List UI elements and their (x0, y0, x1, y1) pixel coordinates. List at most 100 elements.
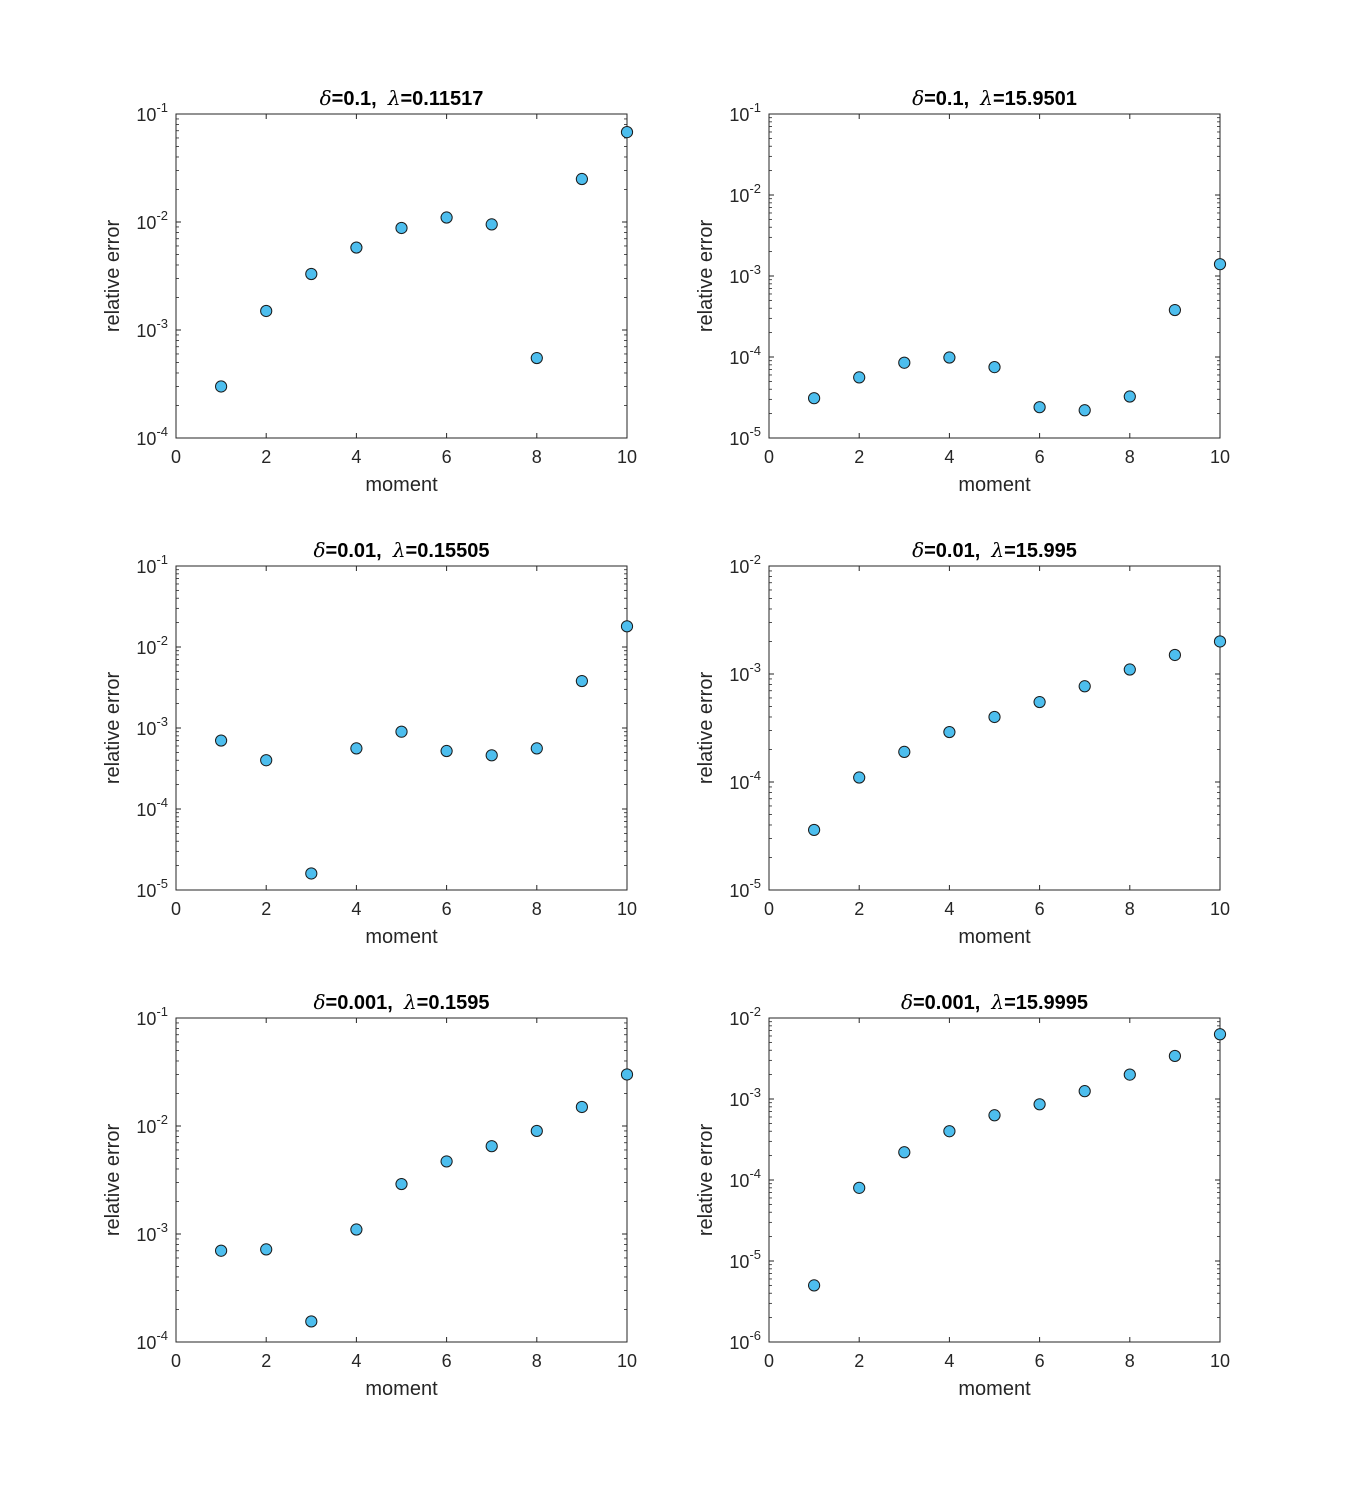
x-tick-label: 2 (854, 899, 864, 919)
chart-title: δ=0.01, λ=0.15505 (314, 538, 490, 562)
plot-area (768, 1017, 1221, 1343)
data-point-1-8 (530, 351, 543, 365)
chart-title: δ=0.001, λ=15.9995 (901, 990, 1088, 1014)
data-point-4-8 (1123, 663, 1136, 676)
x-tick-label: 10 (617, 899, 637, 919)
x-tick-label: 4 (944, 1351, 954, 1371)
subplot-1: 0 2 4 6 8 10 10-4 10-3 10-2 10-1 moment relative er… (102, 86, 637, 496)
y-tick-label: 10-2 (136, 208, 168, 233)
data-point-3-3 (305, 867, 318, 880)
data-point-6-2 (853, 1181, 866, 1194)
data-point-4-1 (808, 823, 821, 837)
y-tick-label: 10-1 (136, 552, 168, 577)
data-point-4-6 (1033, 695, 1046, 709)
y-tick-label: 10-1 (729, 100, 761, 125)
y-axis-label: relative error (102, 672, 124, 785)
data-point-4-2 (853, 771, 866, 784)
data-point-5-5 (395, 1177, 408, 1191)
data-point-2-2 (853, 371, 866, 384)
subplot-4: 0 2 4 6 8 10 10-5 10-4 10-3 10-2 moment relative er… (695, 538, 1230, 948)
x-tick-label: 2 (261, 447, 271, 467)
data-point-6-8 (1123, 1068, 1136, 1081)
data-point-2-4 (943, 351, 956, 364)
chart-title: δ=0.1, λ=0.11517 (320, 86, 484, 110)
y-tick-label: 10-4 (729, 768, 761, 793)
x-tick-label: 6 (1035, 447, 1045, 467)
y-tick-label: 10-3 (729, 1085, 761, 1110)
x-tick-label: 6 (1035, 899, 1045, 919)
data-point-5-6 (440, 1155, 453, 1168)
x-tick-label: 8 (532, 447, 542, 467)
data-point-5-8 (530, 1124, 543, 1138)
y-axis-label: relative error (102, 1124, 124, 1237)
x-tick-label: 6 (442, 899, 452, 919)
x-axis-label: moment (958, 1378, 1031, 1400)
x-tick-label: 10 (1210, 447, 1230, 467)
data-point-2-10 (1213, 258, 1227, 271)
data-point-2-5 (988, 361, 1001, 374)
y-axis-label: relative error (102, 220, 124, 333)
data-point-4-7 (1078, 680, 1091, 693)
data-point-4-3 (898, 745, 911, 758)
subplot-5: 0 2 4 6 8 10 10-4 10-3 10-2 10-1 moment relative er… (102, 990, 637, 1400)
x-tick-label: 4 (351, 899, 361, 919)
data-point-3-10 (620, 620, 634, 633)
x-tick-label: 10 (617, 447, 637, 467)
x-tick-label: 8 (1125, 899, 1135, 919)
data-point-4-9 (1168, 648, 1182, 662)
y-axis-label: relative error (695, 672, 717, 785)
x-tick-label: 0 (764, 1351, 774, 1371)
data-point-1-4 (350, 241, 363, 254)
y-tick-label: 10-5 (729, 424, 761, 449)
x-tick-label: 6 (442, 447, 452, 467)
data-point-6-9 (1168, 1049, 1182, 1063)
x-axis-label: moment (365, 926, 438, 948)
subplot-3: 0 2 4 6 8 10 10-5 10-4 10-3 10-2 10-1 moment relativ… (102, 538, 637, 948)
chart-title: δ=0.1, λ=15.9501 (912, 86, 1077, 110)
x-tick-label: 8 (1125, 447, 1135, 467)
plot-area (768, 113, 1221, 439)
y-tick-label: 10-4 (136, 1328, 168, 1353)
data-point-3-9 (575, 674, 589, 688)
data-point-5-3 (305, 1315, 318, 1328)
y-tick-label: 10-2 (136, 1112, 168, 1137)
data-point-5-1 (215, 1244, 228, 1257)
y-tick-label: 10-2 (136, 633, 168, 658)
subplot-6: 0 2 4 6 8 10 10-6 10-5 10-4 10-3 10-2 moment relativ… (695, 990, 1230, 1400)
subplot-2: 0 2 4 6 8 10 10-5 10-4 10-3 10-2 10-1 moment relativ… (695, 86, 1230, 496)
x-tick-label: 0 (764, 899, 774, 919)
y-tick-label: 10-3 (729, 262, 761, 287)
plot-area (768, 565, 1221, 891)
x-tick-label: 8 (532, 899, 542, 919)
x-tick-label: 10 (617, 1351, 637, 1371)
x-tick-label: 6 (442, 1351, 452, 1371)
data-point-2-7 (1078, 404, 1091, 417)
data-point-1-9 (575, 172, 589, 186)
y-tick-label: 10-4 (136, 795, 168, 820)
data-point-2-9 (1168, 303, 1182, 317)
data-point-1-6 (440, 211, 453, 224)
data-point-6-1 (808, 1279, 821, 1292)
data-point-4-4 (943, 725, 956, 739)
data-point-3-4 (350, 742, 363, 755)
y-tick-label: 10-3 (729, 660, 761, 685)
y-tick-label: 10-5 (136, 876, 168, 901)
x-tick-label: 0 (171, 899, 181, 919)
x-tick-label: 8 (532, 1351, 542, 1371)
x-axis-label: moment (958, 926, 1031, 948)
data-point-6-5 (988, 1109, 1001, 1122)
x-tick-label: 2 (261, 899, 271, 919)
plot-area (175, 113, 628, 439)
data-point-1-10 (620, 125, 634, 139)
y-axis-label: relative error (695, 1124, 717, 1237)
y-tick-label: 10-2 (729, 181, 761, 206)
chart-title: δ=0.001, λ=0.1595 (314, 990, 490, 1014)
y-tick-label: 10-5 (729, 1247, 761, 1272)
y-tick-label: 10-3 (136, 1220, 168, 1245)
x-axis-label: moment (958, 474, 1031, 496)
data-point-5-10 (620, 1068, 634, 1081)
x-tick-label: 0 (171, 1351, 181, 1371)
x-tick-label: 0 (764, 447, 774, 467)
data-point-3-7 (485, 749, 498, 762)
